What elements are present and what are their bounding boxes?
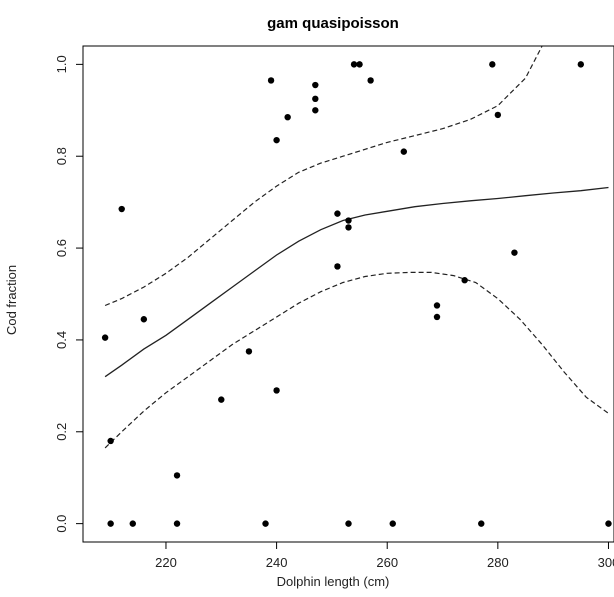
x-axis: 220 240 260 280 300 bbox=[155, 542, 614, 570]
data-point bbox=[345, 217, 352, 224]
data-point bbox=[433, 302, 441, 309]
data-point bbox=[367, 77, 374, 84]
x-tick-label: 260 bbox=[376, 555, 398, 570]
data-point bbox=[273, 387, 280, 394]
data-point bbox=[577, 61, 585, 68]
data-point bbox=[511, 249, 518, 256]
data-point bbox=[284, 113, 291, 121]
data-point bbox=[273, 136, 280, 144]
data-point bbox=[218, 396, 225, 403]
y-axis-label: Cod fraction bbox=[4, 265, 19, 335]
plot-frame bbox=[82, 45, 614, 543]
x-tick-label: 240 bbox=[266, 555, 288, 570]
y-tick-label: 0.4 bbox=[54, 331, 69, 349]
y-tick-label: 0.2 bbox=[54, 423, 69, 441]
y-tick-label: 0.6 bbox=[54, 239, 69, 257]
data-point bbox=[433, 313, 441, 321]
data-point bbox=[345, 520, 352, 527]
data-point bbox=[345, 224, 352, 231]
x-axis-label: Dolphin length (cm) bbox=[277, 574, 390, 589]
data-point bbox=[605, 520, 612, 527]
data-point bbox=[312, 95, 319, 103]
x-tick-label: 220 bbox=[155, 555, 177, 570]
y-axis: 0.0 0.2 0.4 0.6 0.8 1.0 bbox=[54, 55, 83, 533]
data-point bbox=[173, 520, 181, 527]
data-point bbox=[173, 472, 181, 479]
data-point bbox=[312, 81, 319, 89]
x-tick-label: 300 bbox=[598, 555, 614, 570]
data-point bbox=[334, 263, 341, 270]
data-point bbox=[262, 520, 269, 527]
data-point bbox=[400, 148, 408, 155]
y-tick-label: 0.8 bbox=[54, 147, 69, 165]
data-points bbox=[101, 61, 612, 527]
data-point bbox=[489, 61, 496, 68]
data-point bbox=[389, 520, 396, 527]
data-point bbox=[140, 316, 148, 323]
data-point bbox=[494, 111, 502, 119]
data-point bbox=[350, 61, 358, 68]
data-point bbox=[245, 348, 253, 355]
y-tick-label: 1.0 bbox=[54, 55, 69, 73]
data-point bbox=[107, 437, 114, 445]
y-tick-label: 0.0 bbox=[54, 515, 69, 533]
data-point bbox=[356, 61, 363, 68]
chart-title: gam quasipoisson bbox=[267, 15, 399, 32]
fit-line bbox=[104, 186, 609, 378]
fit-curves bbox=[104, 45, 609, 449]
data-point bbox=[334, 210, 341, 217]
upper-ci-line bbox=[104, 45, 543, 307]
data-point bbox=[461, 277, 468, 284]
data-point bbox=[267, 77, 275, 84]
data-point bbox=[312, 107, 319, 114]
x-tick-label: 280 bbox=[487, 555, 509, 570]
data-point bbox=[129, 520, 136, 527]
data-point bbox=[118, 205, 125, 213]
lower-ci-line bbox=[104, 271, 609, 449]
data-point bbox=[101, 334, 109, 341]
data-point bbox=[478, 520, 485, 527]
data-point bbox=[107, 520, 114, 527]
